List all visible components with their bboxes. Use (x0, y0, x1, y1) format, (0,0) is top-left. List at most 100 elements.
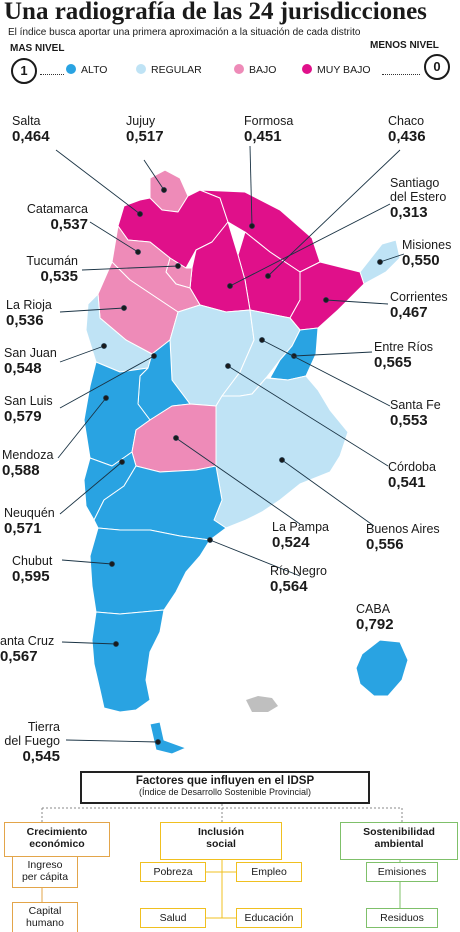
label-entrerios: Entre Ríos 0,565 (374, 340, 434, 371)
category-crecimiento: Crecimiento económico (4, 822, 110, 857)
factor-pobreza: Pobreza (140, 862, 206, 882)
leader-dot (113, 641, 119, 647)
leader-line (175, 437, 301, 525)
label-misiones: Misiones 0,550 (402, 238, 452, 269)
label-mendoza: Mendoza 0,588 (2, 448, 54, 479)
legend-item-muy-bajo: MUY BAJO (302, 64, 370, 76)
factors-title: Factores que influyen en el IDSP (135, 775, 315, 787)
factors-title-box: Factores que influyen en el IDSP (Índice… (80, 771, 370, 804)
leader-dot (103, 395, 109, 401)
label-tierradelfuego: Tierra del Fuego 0,545 (4, 720, 60, 765)
leader-line (61, 641, 117, 645)
leader-dot (109, 561, 115, 567)
leader-line (325, 299, 389, 305)
label-chaco: Chaco 0,436 (388, 114, 426, 145)
leader-line (227, 365, 389, 467)
min-level-label: MENOS NIVEL (370, 40, 439, 51)
label-santacruz: anta Cruz 0,567 (0, 634, 55, 665)
label-lapampa: La Pampa 0,524 (272, 520, 329, 551)
leader-dot (259, 337, 265, 343)
leader-dot (249, 223, 255, 229)
max-value-circle: 1 (11, 58, 37, 84)
leader-line (293, 351, 373, 357)
label-buenosaires: Buenos Aires 0,556 (366, 522, 440, 553)
label-corrientes: Corrientes 0,467 (390, 290, 448, 321)
province-caba-shape (355, 639, 409, 697)
leader-line (57, 397, 107, 459)
label-jujuy: Jujuy 0,517 (126, 114, 164, 145)
factor-salud: Salud (140, 908, 206, 928)
leader-line (65, 739, 159, 743)
max-level-label: MAS NIVEL (10, 43, 65, 54)
leader-dot (279, 457, 285, 463)
leader-line (59, 355, 155, 409)
leader-dot (155, 739, 161, 745)
leader-line (55, 149, 141, 215)
label-chubut: Chubut 0,595 (12, 554, 53, 585)
legend-swatch-icon (136, 64, 146, 74)
leader-line (249, 145, 253, 227)
leader-line (379, 253, 405, 263)
leader-dot (151, 353, 157, 359)
leader-line (61, 559, 113, 565)
leader-dot (227, 283, 233, 289)
legend-dotted-line (40, 74, 64, 75)
factor-capital: Capital humano (12, 902, 78, 932)
leader-dot (175, 263, 181, 269)
legend: 1 ALTO REGULAR BAJO MUY BAJO 0 (0, 54, 460, 86)
leader-dot (225, 363, 231, 369)
legend-swatch-icon (234, 64, 244, 74)
min-value-circle: 0 (424, 54, 450, 80)
leader-dot (135, 249, 141, 255)
legend-swatch-icon (302, 64, 312, 74)
label-santiago: Santiago del Estero 0,313 (390, 176, 447, 221)
label-rionegro: Río Negro 0,564 (270, 564, 327, 595)
leader-line (143, 159, 165, 191)
province-santacruz-shape (91, 609, 165, 713)
leader-line (229, 203, 391, 287)
page-subtitle: El índice busca aportar una primera apro… (8, 27, 361, 38)
page-title: Una radiografía de las 24 jurisdicciones (4, 0, 427, 25)
leader-dot (173, 435, 179, 441)
label-catamarca: Catamarca 0,537 (26, 202, 88, 233)
leader-line (281, 459, 375, 527)
category-sostenibilidad: Sostenibilidad ambiental (340, 822, 458, 860)
label-salta: Salta 0,464 (12, 114, 50, 145)
factor-residuos: Residuos (366, 908, 438, 928)
leader-dot (121, 305, 127, 311)
leader-dot (137, 211, 143, 217)
legend-label: MUY BAJO (317, 64, 371, 76)
label-neuquen: Neuquén 0,571 (4, 506, 55, 537)
province-rionegro-shape (93, 465, 227, 541)
leader-dot (161, 187, 167, 193)
factor-ingreso: Ingreso per cápita (12, 856, 78, 888)
label-formosa: Formosa 0,451 (244, 114, 294, 145)
leader-dot (265, 273, 271, 279)
legend-label: ALTO (81, 64, 108, 76)
leader-dot (101, 343, 107, 349)
label-santafe: Santa Fe 0,553 (390, 398, 441, 429)
factor-emisiones: Emisiones (366, 862, 438, 882)
label-larioja: La Rioja 0,536 (6, 298, 52, 329)
province-corrientes-shape (289, 261, 365, 331)
leader-line (59, 461, 123, 515)
leader-line (261, 339, 391, 407)
province-tierradelfuego-shape (149, 721, 187, 755)
islands-shape (246, 696, 278, 712)
leader-dot (377, 259, 383, 265)
label-tucuman: Tucumán 0,535 (26, 254, 78, 285)
label-cordoba: Córdoba 0,541 (388, 460, 436, 491)
label-sanjuan: San Juan 0,548 (4, 346, 57, 377)
leader-line (59, 345, 105, 363)
legend-swatch-icon (66, 64, 76, 74)
factor-educacion: Educación (236, 908, 302, 928)
leader-dot (207, 537, 213, 543)
factors-subtitle: (Índice de Desarrollo Sostenible Provinc… (138, 787, 312, 797)
category-inclusion: Inclusión social (160, 822, 282, 860)
legend-item-alto: ALTO (66, 64, 107, 76)
legend-item-bajo: BAJO (234, 64, 276, 76)
legend-label: BAJO (249, 64, 277, 76)
leader-line (89, 221, 139, 253)
legend-item-regular: REGULAR (136, 64, 202, 76)
